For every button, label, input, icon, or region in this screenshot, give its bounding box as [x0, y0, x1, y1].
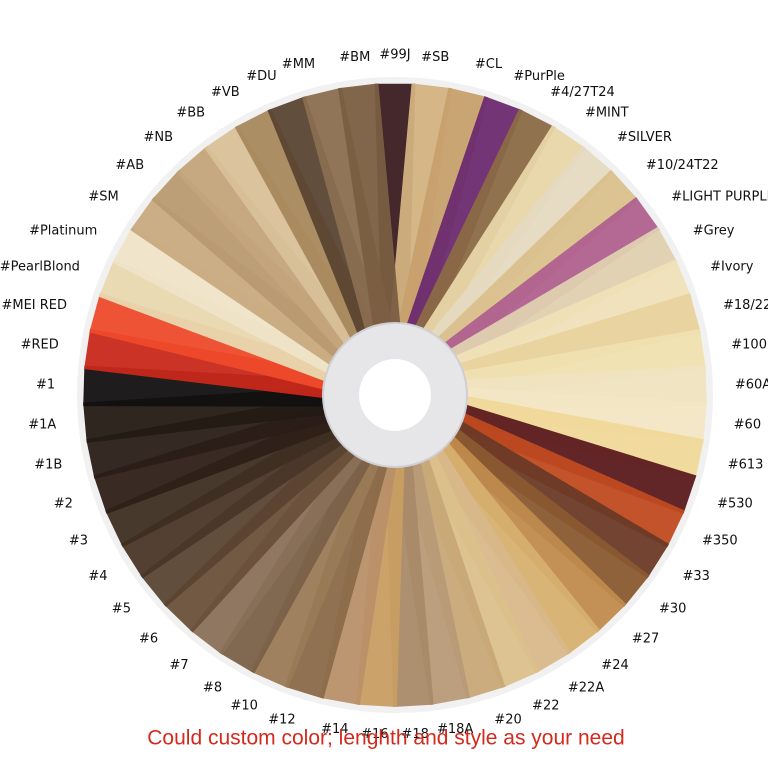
hair-strand — [219, 447, 372, 674]
hair-strand — [98, 259, 337, 382]
hair-strand — [422, 125, 586, 346]
hair-strand — [112, 226, 342, 374]
swatch-label: #30 — [659, 602, 686, 617]
hair-strand — [151, 169, 354, 359]
swatch-label: #NB — [143, 130, 173, 145]
hair-strand — [414, 108, 556, 341]
strands — [83, 83, 707, 707]
swatch-label: #SILVER — [617, 130, 672, 145]
swatch-label: #MINT — [585, 106, 629, 121]
swatch-label: #16 — [361, 727, 388, 742]
swatch-label: #PearlBlond — [0, 260, 80, 275]
hair-strand — [89, 293, 333, 390]
swatch-label: #SB — [421, 50, 449, 65]
hair-strand — [455, 404, 697, 514]
swatch-label: #60 — [734, 418, 761, 433]
hair-strand — [445, 420, 670, 579]
swatch-label: #5 — [112, 602, 131, 617]
swatch-label: #1001 — [731, 337, 768, 352]
swatch-label: #33 — [683, 569, 710, 584]
caption: Could custom color; lenghth and style as… — [147, 727, 624, 750]
hair-strand — [284, 456, 388, 699]
hair-strand — [397, 87, 488, 332]
swatch-label: #22 — [532, 699, 559, 714]
hair-strand — [319, 460, 397, 705]
hair-strand — [429, 145, 614, 352]
swatch-label: #1A — [28, 418, 56, 433]
swatch-label: #Grey — [693, 223, 735, 238]
swatch-label: #18A — [437, 722, 473, 737]
hair-strand — [338, 83, 401, 329]
hair-strand — [439, 427, 650, 607]
swatch-label: #4/27T24 — [550, 85, 615, 100]
swatch-label: #MEI RED — [1, 298, 67, 313]
swatch-label: #12 — [268, 713, 295, 728]
swatch-label: #14 — [321, 722, 348, 737]
swatch-label: #24 — [601, 658, 628, 673]
swatch-label: #18/22T60 — [723, 298, 768, 313]
hair-strand — [189, 441, 365, 655]
swatch-label: #CL — [475, 57, 503, 72]
swatch-label: #613 — [728, 458, 764, 473]
hair-strand — [250, 452, 380, 689]
hair-strand — [406, 96, 523, 336]
swatch-label: #BB — [176, 106, 205, 121]
swatch-label: #AB — [115, 158, 144, 173]
swatch-label: #20 — [494, 713, 521, 728]
swatch-label: #LIGHT PURPLE — [671, 189, 768, 204]
swatch-label: #3 — [69, 534, 88, 549]
swatch-label: #Platinum — [29, 223, 97, 238]
swatch-label: #RED — [21, 337, 59, 352]
swatch-label: #99J — [379, 48, 410, 63]
swatch-label: #BM — [339, 50, 370, 65]
swatch-label: #1 — [36, 377, 55, 392]
swatch-label: #7 — [170, 658, 189, 673]
swatch-label: #350 — [702, 534, 738, 549]
labels: #99J #SB #CL #PurPle#4/27T24 #MINT #SILVER #10… — [0, 48, 768, 742]
swatch-label: #1B — [34, 458, 62, 473]
swatch-label: #PurPle — [513, 69, 565, 84]
swatch-label: #4 — [88, 569, 107, 584]
swatch-label: #10 — [231, 699, 258, 714]
hair-strand — [451, 412, 685, 548]
swatch-label: #27 — [632, 631, 659, 646]
swatch-label: #10/24T22 — [646, 158, 719, 173]
swatch-label: #22A — [568, 680, 604, 695]
ring-hole — [359, 359, 431, 431]
swatch-label: #60A — [735, 377, 768, 392]
swatch-label: #18 — [401, 727, 428, 742]
swatch-label: #SM — [88, 189, 118, 204]
swatch-label: #6 — [139, 631, 158, 646]
swatch-label: #2 — [54, 496, 73, 511]
swatch-label: #8 — [203, 680, 222, 695]
swatch-label: #VB — [211, 85, 240, 100]
hair-strand — [130, 197, 348, 366]
swatch-label: #MM — [282, 57, 315, 72]
hair-strand — [84, 328, 330, 399]
hair-strand — [459, 395, 704, 479]
swatch-label: #530 — [717, 496, 753, 511]
swatch-label: #Ivory — [710, 260, 754, 275]
swatch-label: #DU — [246, 69, 276, 84]
